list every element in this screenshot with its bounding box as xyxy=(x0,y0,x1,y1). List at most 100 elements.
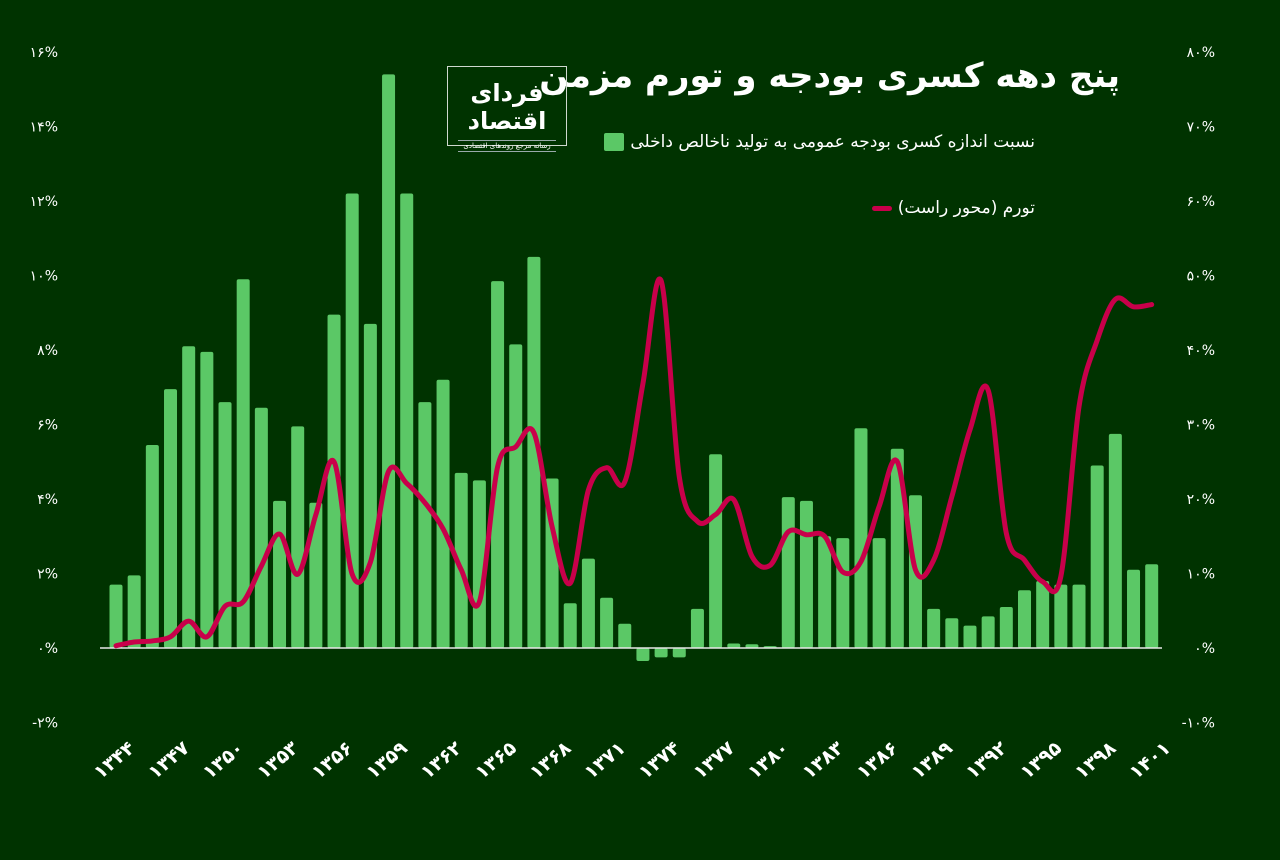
bar xyxy=(727,643,741,648)
bar xyxy=(509,344,523,648)
logo: فردای اقتصاد رسانه مرجع روندهای اقتصادی xyxy=(447,66,567,152)
x-tick-label: ۱۳۸۶ xyxy=(853,737,903,784)
bar xyxy=(927,608,941,648)
left-axis: ۱۶% ۱۴% ۱۲% ۱۰% ۸% ۶% ۴% ۲% ۰% -۲% xyxy=(30,45,58,732)
left-tick-label: ۶% xyxy=(37,418,58,434)
bar xyxy=(291,426,305,648)
bar xyxy=(164,389,178,648)
legend-item-inflation: تورم (محور راست) xyxy=(871,198,1035,218)
x-tick-label: ۱۳۸۳ xyxy=(798,737,848,784)
bar xyxy=(563,603,577,648)
bar xyxy=(581,558,595,648)
x-tick-label: ۱۴۰۱ xyxy=(1125,737,1175,784)
legend-item-deficit: نسبت اندازه کسری بودجه عمومی به تولید نا… xyxy=(604,132,1035,152)
x-tick-label: ۱۳۶۲ xyxy=(417,737,467,784)
inflation-line xyxy=(113,276,1155,649)
bar xyxy=(327,314,341,648)
bar xyxy=(236,279,250,648)
bar xyxy=(836,538,850,648)
legend-swatch-bar xyxy=(604,133,625,151)
bar xyxy=(363,323,377,648)
bar xyxy=(636,648,650,662)
right-tick-label: ۵۰% xyxy=(1187,269,1215,285)
bar xyxy=(145,444,159,648)
right-tick-label: ۴۰% xyxy=(1187,343,1215,359)
bar xyxy=(818,536,832,648)
x-tick-label: ۱۳۶۸ xyxy=(526,737,576,784)
bar xyxy=(799,500,813,648)
right-tick-label: ۳۰% xyxy=(1187,418,1215,434)
bar xyxy=(109,584,123,648)
right-tick-label: ۰% xyxy=(1194,641,1215,657)
bar xyxy=(1072,584,1086,648)
bar xyxy=(200,351,214,648)
left-tick-label: -۲% xyxy=(32,716,58,732)
bar xyxy=(854,428,868,648)
bar xyxy=(454,472,468,648)
bar xyxy=(1108,433,1122,648)
bar-series xyxy=(109,74,1159,662)
legend-swatch-line xyxy=(871,205,892,211)
x-tick-label: ۱۳۹۲ xyxy=(962,737,1012,784)
legend-label-inflation: تورم (محور راست) xyxy=(897,198,1035,218)
bar xyxy=(981,616,995,648)
left-tick-label: ۱۰% xyxy=(30,269,58,285)
logo-tagline: رسانه مرجع روندهای اقتصادی xyxy=(458,140,556,152)
right-axis: ۸۰% ۷۰% ۶۰% ۵۰% ۴۰% ۳۰% ۲۰% ۱۰% ۰% -۱۰% xyxy=(1182,45,1215,732)
bar xyxy=(709,454,723,648)
right-tick-label: ۷۰% xyxy=(1187,120,1215,136)
x-tick-label: ۱۳۹۸ xyxy=(1071,737,1121,784)
bar xyxy=(527,256,541,648)
bar xyxy=(600,597,614,648)
bar xyxy=(1090,465,1104,648)
x-axis: ۱۳۴۴ ۱۳۴۷ ۱۳۵۰ ۱۳۵۳ ۱۳۵۶ ۱۳۵۹ ۱۳۶۲ ۱۳۶۵ ۱۳۶۸ ۱۳۷۱… xyxy=(90,737,1175,784)
bar xyxy=(309,502,323,648)
bar xyxy=(182,346,196,648)
left-tick-label: ۱۴% xyxy=(30,120,58,136)
bar xyxy=(1127,569,1141,648)
x-tick-label: ۱۳۴۴ xyxy=(90,737,140,784)
x-tick-label: ۱۳۵۹ xyxy=(362,737,412,784)
x-tick-label: ۱۳۸۹ xyxy=(907,737,957,784)
logo-name: فردای اقتصاد xyxy=(467,79,547,135)
left-tick-label: ۲% xyxy=(37,567,58,583)
bar xyxy=(963,625,977,648)
bar xyxy=(890,448,904,648)
right-tick-label: ۱۰% xyxy=(1187,567,1215,583)
bar xyxy=(1145,564,1159,648)
left-tick-label: ۱۲% xyxy=(30,194,58,210)
x-tick-label: ۱۳۴۷ xyxy=(144,737,194,784)
bar xyxy=(1054,584,1068,648)
bar xyxy=(382,74,396,649)
x-tick-label: ۱۳۵۳ xyxy=(253,737,303,784)
legend-label-deficit: نسبت اندازه کسری بودجه عمومی به تولید نا… xyxy=(630,132,1035,152)
left-tick-label: ۱۶% xyxy=(30,45,58,61)
left-tick-label: ۸% xyxy=(37,343,58,359)
bar xyxy=(690,608,704,648)
x-tick-label: ۱۳۵۰ xyxy=(199,737,249,784)
x-tick-label: ۱۳۷۴ xyxy=(635,737,685,784)
x-tick-label: ۱۳۷۱ xyxy=(580,737,630,784)
x-tick-label: ۱۳۹۵ xyxy=(1016,737,1066,784)
bar xyxy=(872,538,886,648)
bar xyxy=(745,644,759,648)
x-tick-label: ۱۳۸۰ xyxy=(744,737,794,784)
right-tick-label: ۶۰% xyxy=(1187,194,1215,210)
bar xyxy=(781,497,795,648)
bar xyxy=(672,648,686,658)
left-tick-label: ۴% xyxy=(37,492,58,508)
bar xyxy=(400,193,414,649)
bar xyxy=(999,607,1013,648)
left-tick-label: ۰% xyxy=(37,641,58,657)
bar xyxy=(254,407,268,648)
bar xyxy=(1018,590,1031,648)
right-tick-label: ۸۰% xyxy=(1187,45,1215,61)
bar xyxy=(273,500,287,648)
bar xyxy=(345,193,359,649)
bar xyxy=(654,648,668,658)
right-tick-label: -۱۰% xyxy=(1182,716,1215,732)
bar xyxy=(618,623,632,648)
bar xyxy=(436,379,450,648)
bar xyxy=(418,402,432,648)
